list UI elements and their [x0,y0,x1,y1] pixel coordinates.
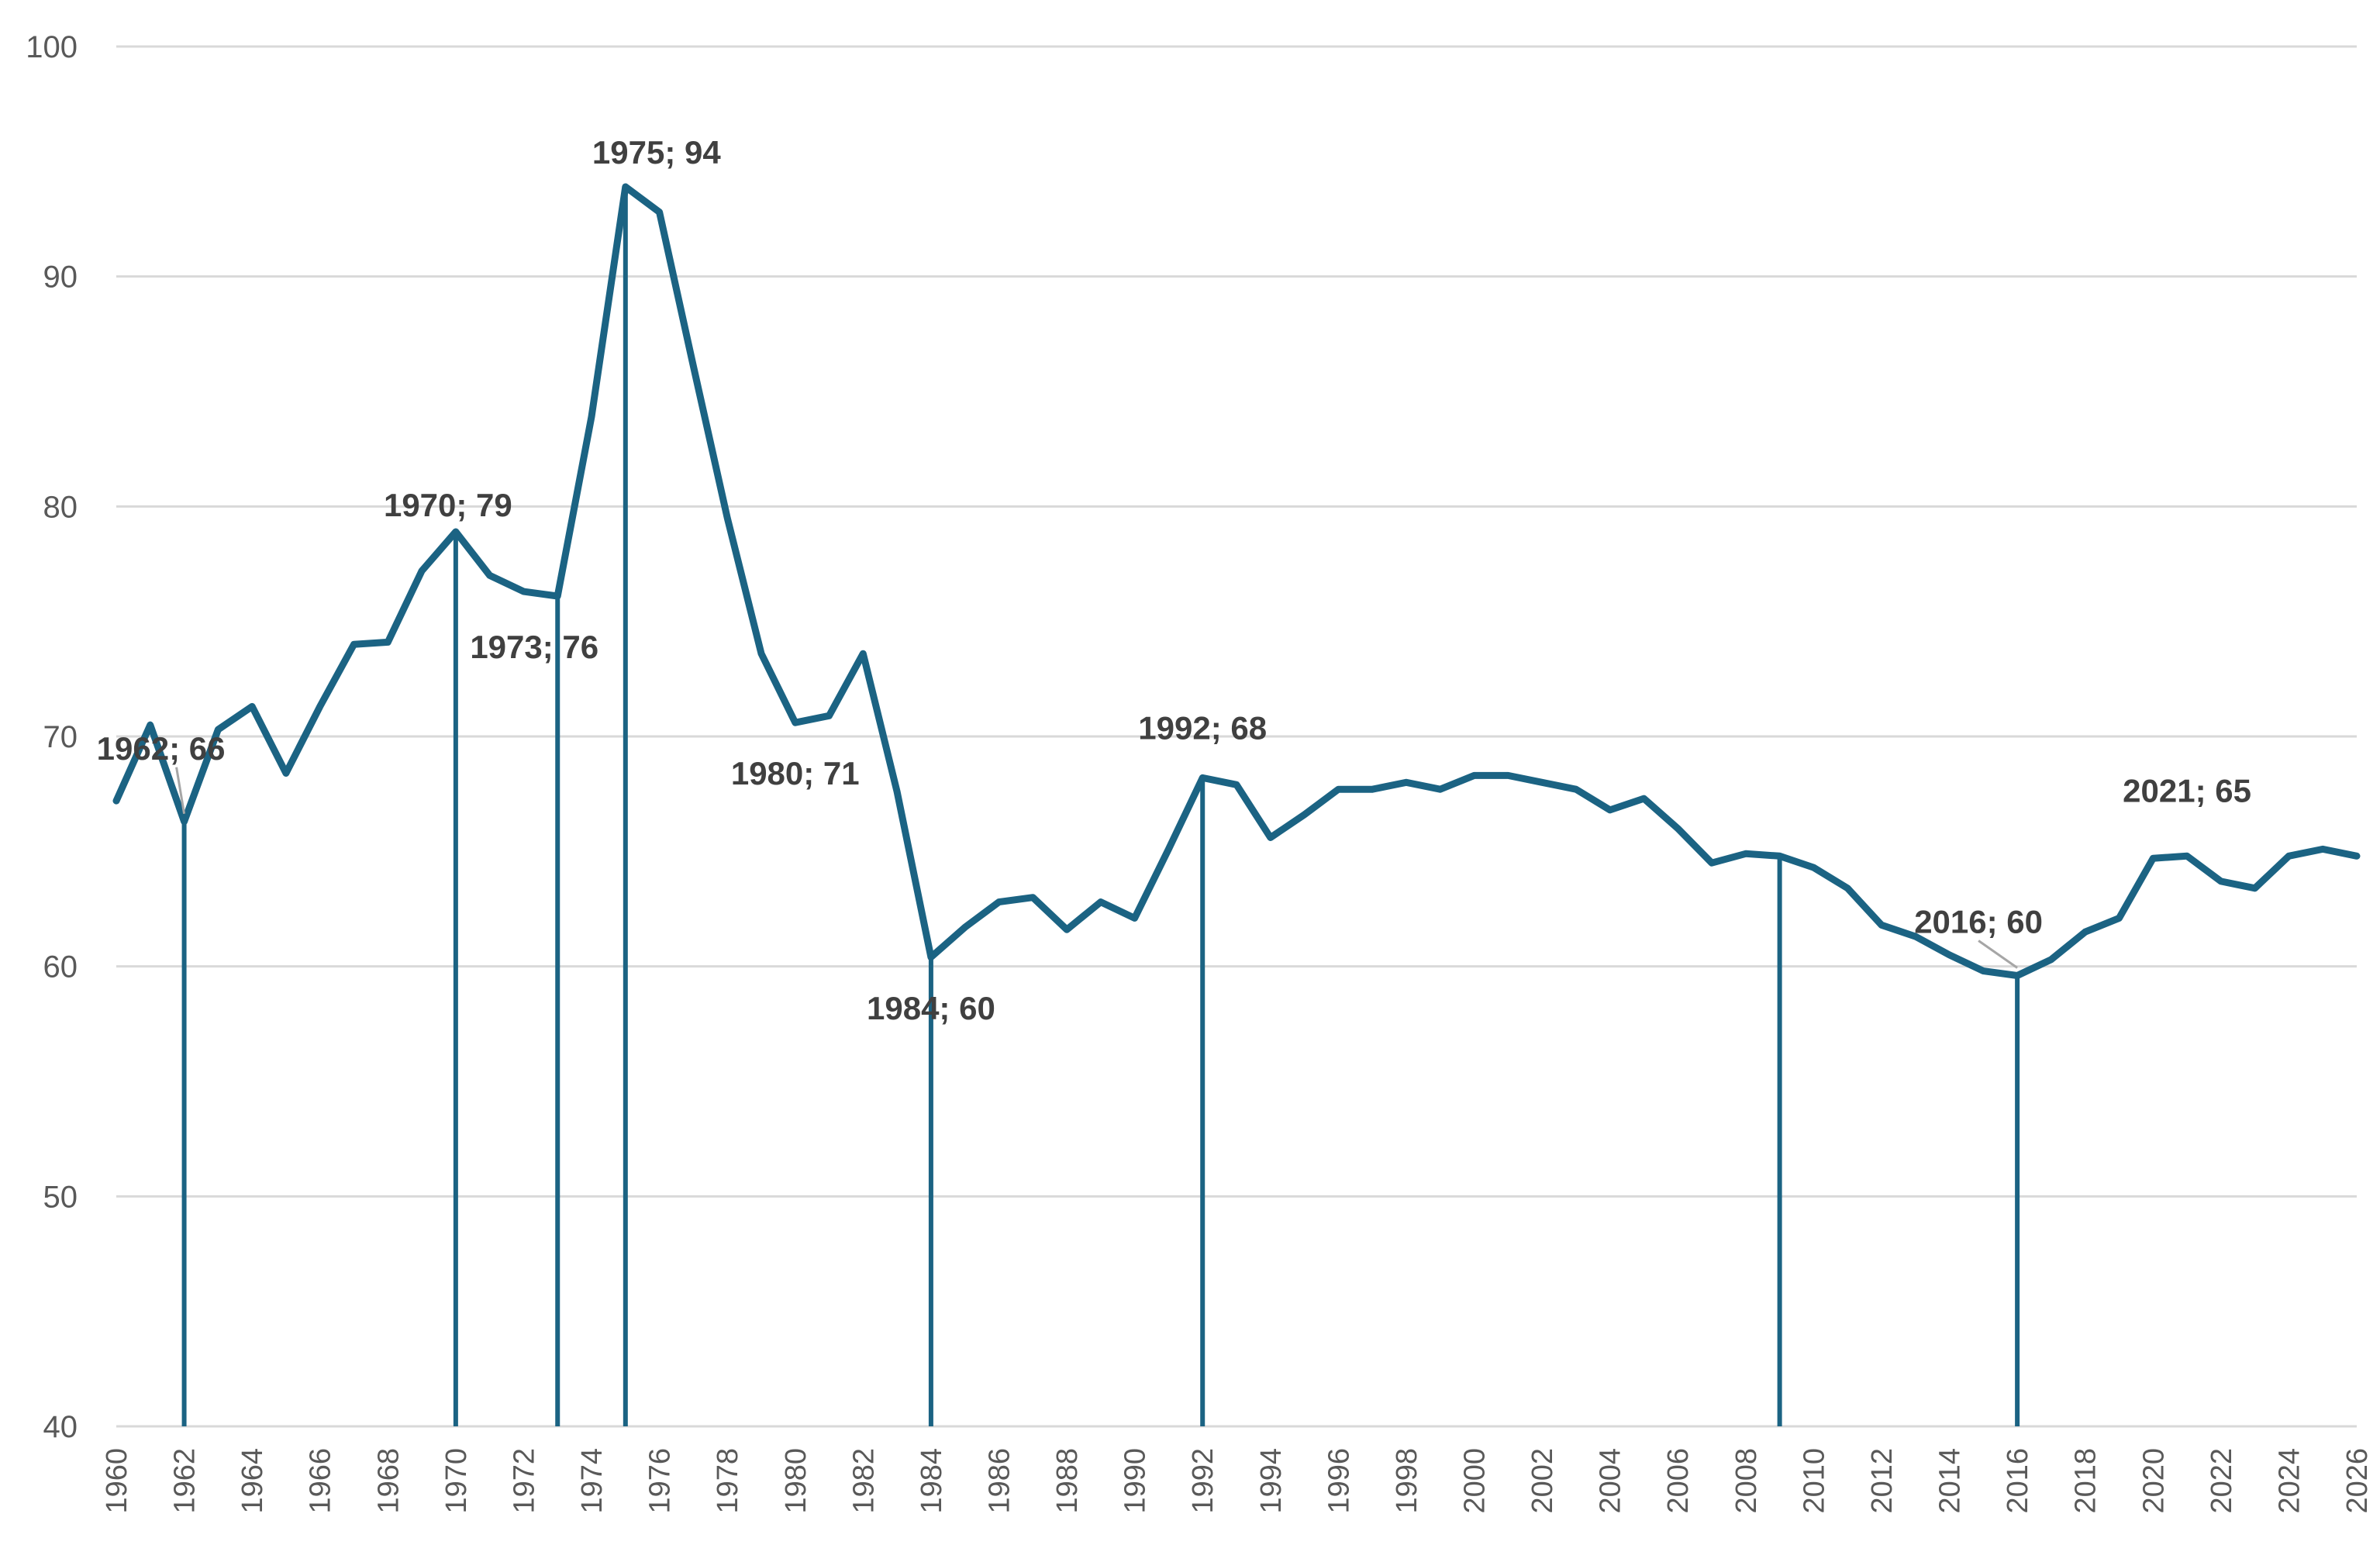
x-tick-label: 1974 [576,1448,609,1514]
x-tick-label: 1990 [1119,1448,1152,1514]
data-label-1984: 1984; 60 [867,990,995,1026]
data-label-1980: 1980; 71 [731,755,860,791]
x-tick-label: 1976 [644,1448,677,1514]
x-tick-label: 1986 [983,1448,1016,1514]
x-tick-label: 1962 [169,1448,202,1514]
data-label-1975: 1975; 94 [592,134,721,171]
x-tick-label: 1996 [1323,1448,1355,1514]
x-tick-label: 1972 [508,1448,540,1514]
x-tick-label: 1988 [1051,1448,1084,1514]
x-tick-label: 2014 [1934,1448,1967,1514]
y-tick-label: 80 [43,490,78,524]
gridlines [116,45,2357,1428]
data-label-1992: 1992; 68 [1138,709,1267,746]
x-tick-label: 2018 [2070,1448,2102,1514]
data-label-1962: 1962; 66 [97,730,226,767]
x-tick-label: 2024 [2273,1448,2306,1514]
x-tick-label: 2002 [1526,1448,1559,1514]
data-labels: 1962; 66 1970; 79 1973; 76 1975; 94 1980; 71… [97,134,2251,1026]
y-tick-label: 90 [43,260,78,295]
x-tick-label: 1970 [440,1448,473,1514]
y-tick-label: 70 [43,720,78,754]
x-tick-label: 1978 [712,1448,744,1514]
x-tick-label: 1980 [780,1448,812,1514]
x-tick-label: 1964 [236,1448,269,1514]
x-tick-label: 2006 [1662,1448,1695,1514]
series [112,183,2361,979]
data-label-1970: 1970; 79 [384,487,512,523]
x-tick-label: 1966 [305,1448,337,1514]
x-tick-label: 2022 [2206,1448,2238,1514]
x-tick-label: 2008 [1730,1448,1763,1514]
x-tick-label: 2026 [2341,1448,2374,1514]
series-line [112,183,2361,979]
y-axis-ticks: 40 50 60 70 80 90 100 [26,30,78,1444]
y-tick-label: 40 [43,1410,78,1444]
label-leaders [175,767,2018,969]
x-tick-label: 2016 [2002,1448,2034,1514]
leader-2016 [1978,940,2018,969]
x-tick-label: 2004 [1595,1448,1627,1514]
x-tick-label: 1992 [1187,1448,1219,1514]
data-label-2021: 2021; 65 [2123,772,2251,809]
y-tick-label: 50 [43,1180,78,1214]
y-tick-label: 60 [43,950,78,984]
drop-lines [181,186,2020,1426]
x-tick-label: 2010 [1798,1448,1830,1514]
data-label-2016: 2016; 60 [1914,904,2043,940]
x-tick-label: 1982 [847,1448,880,1514]
leader-1962 [175,767,186,815]
x-tick-label: 2000 [1459,1448,1492,1514]
x-tick-label: 1968 [372,1448,405,1514]
x-tick-label: 1960 [101,1448,133,1514]
x-axis-ticks: 1960 1962 1964 1966 1968 1970 1972 1974 1976 1978… [101,1448,2374,1514]
y-tick-label: 100 [26,30,78,64]
x-tick-label: 1998 [1391,1448,1423,1514]
x-tick-label: 2020 [2137,1448,2170,1514]
x-tick-label: 2012 [1866,1448,1899,1514]
data-label-1973: 1973; 76 [470,629,598,665]
x-tick-label: 1994 [1255,1448,1288,1514]
x-tick-label: 1984 [916,1448,948,1514]
